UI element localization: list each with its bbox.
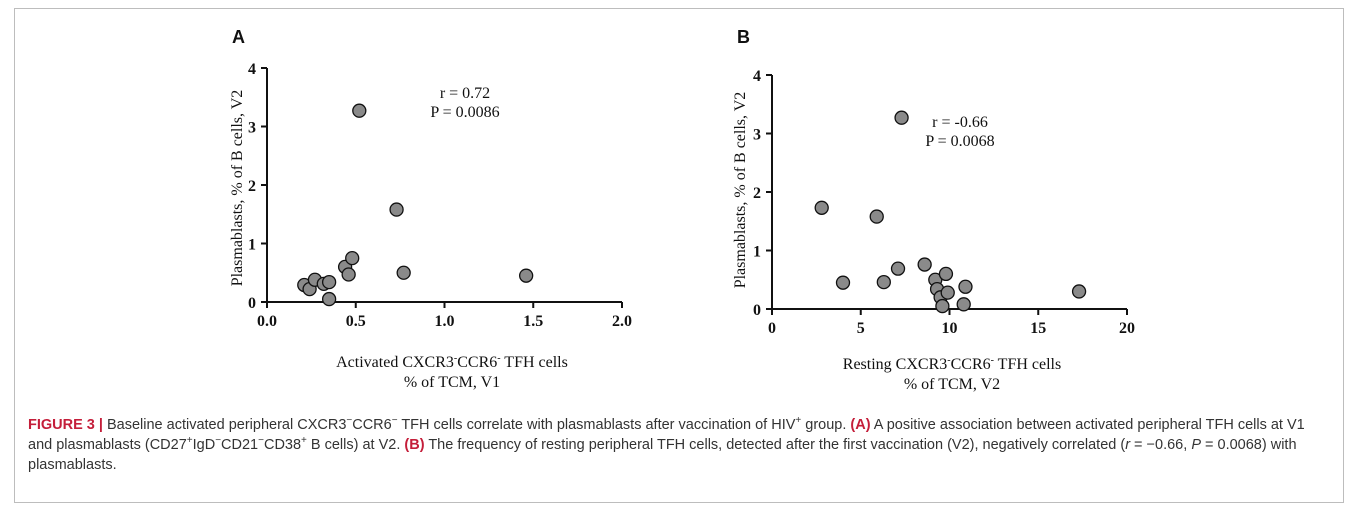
x-tick-label: 0	[768, 320, 776, 337]
panel-b-letter: B	[737, 27, 750, 47]
caption-sup: −	[215, 435, 222, 447]
panel-b-annotation-p: P = 0.0068	[925, 133, 994, 150]
x-tick-label: 5	[857, 320, 865, 337]
caption-label: FIGURE 3 |	[28, 417, 103, 433]
panel-b-ylabel: Plasmablasts, % of B cells, V2	[732, 92, 749, 289]
panel-b: B 0 5 10 15 20 0 1 2 3 4 Plasmablasts, % of B cel…	[732, 27, 1135, 393]
data-point	[940, 285, 955, 300]
data-point	[869, 209, 884, 224]
y-tick-label: 3	[248, 120, 256, 137]
caption-sup: +	[795, 415, 802, 427]
y-tick-label: 2	[248, 178, 256, 195]
caption-text: group.	[801, 417, 851, 433]
caption-sup: −	[258, 435, 264, 447]
caption-sup: +	[301, 435, 307, 447]
caption-text: TFH cells correlate with plasmablasts af…	[397, 417, 796, 433]
panel-a-points	[297, 103, 534, 307]
panel-a-axes: 0.0 0.5 1.0 1.5 2.0 0 1 2 3 4	[248, 61, 632, 330]
caption-text: A positive association between activated…	[28, 417, 1305, 453]
caption-text: CD38	[263, 437, 302, 453]
caption-italic-p: P	[1191, 437, 1201, 453]
panel-a-ylabel: Plasmablasts, % of B cells, V2	[229, 90, 246, 287]
panel-a-annotation-r: r = 0.72	[440, 85, 490, 102]
panel-b-xlabel-line1: Resting CXCR3-CCR6- TFH cells	[843, 355, 1061, 373]
caption-sup: +	[186, 435, 193, 447]
caption-ref-a: (A)	[850, 417, 871, 433]
x-tick-label: 2.0	[612, 313, 632, 330]
caption-text: IgD	[192, 437, 216, 453]
caption-text: The frequency of resting peripheral TFH …	[424, 437, 1126, 453]
y-tick-label: 2	[753, 185, 761, 202]
x-tick-label: 20	[1119, 320, 1135, 337]
data-point	[389, 202, 404, 217]
data-point	[341, 267, 356, 282]
data-point	[917, 257, 932, 272]
y-tick-label: 1	[248, 237, 256, 254]
y-tick-label: 0	[248, 295, 256, 312]
caption-italic-r: r	[1125, 437, 1131, 453]
panel-a-letter: A	[232, 27, 245, 47]
data-point	[835, 275, 851, 290]
data-point	[352, 103, 367, 118]
data-point	[956, 297, 971, 312]
panel-b-points	[814, 110, 1087, 314]
data-point	[894, 110, 909, 125]
panel-a-xlabel-line2: % of TCM, V1	[404, 374, 500, 391]
y-tick-label: 3	[753, 127, 761, 144]
y-tick-label: 4	[248, 61, 256, 78]
caption-sup: −	[391, 415, 398, 427]
x-tick-label: 15	[1030, 320, 1046, 337]
caption-ref-b: (B)	[404, 437, 425, 453]
figure-frame	[14, 8, 1344, 503]
caption-text: CCR6	[352, 417, 392, 433]
data-point	[958, 279, 973, 294]
panel-b-axes: 0 5 10 15 20 0 1 2 3 4	[753, 68, 1135, 337]
x-tick-label: 0.5	[346, 313, 366, 330]
x-tick-label: 1.5	[523, 313, 543, 330]
data-point	[876, 274, 891, 290]
panel-a-xlabel-line1: Activated CXCR3-CCR6- TFH cells	[336, 353, 568, 371]
caption-text: CD21	[221, 437, 259, 453]
x-tick-label: 1.0	[435, 313, 455, 330]
caption-sup: −	[346, 415, 353, 427]
panel-b-xlabel-line2: % of TCM, V2	[904, 376, 1000, 393]
caption-text: B cells) at V2.	[306, 437, 405, 453]
data-point	[321, 291, 337, 307]
figure-caption: FIGURE 3 | Baseline activated peripheral…	[28, 415, 1328, 475]
data-point	[321, 274, 337, 290]
caption-text: Baseline activated peripheral CXCR3	[107, 417, 347, 433]
y-tick-label: 4	[753, 68, 761, 85]
y-tick-label: 0	[753, 302, 761, 319]
data-point	[890, 261, 906, 276]
caption-text: = 0.0068) with plasmablasts.	[28, 437, 1297, 473]
data-point	[519, 268, 534, 283]
x-tick-label: 10	[942, 320, 958, 337]
panel-a-annotation-p: P = 0.0086	[430, 104, 499, 121]
panel-a: A 0.0 0.5 1.0 1.5 2.0 0 1 2 3 4 Plasmablasts, % o…	[229, 27, 632, 391]
figure-panels: A 0.0 0.5 1.0 1.5 2.0 0 1 2 3 4 Plasmablasts, % o…	[229, 27, 1135, 393]
data-point	[345, 250, 360, 266]
data-point	[1071, 284, 1087, 299]
data-point	[814, 200, 829, 215]
y-tick-label: 1	[753, 244, 761, 261]
panel-b-annotation-r: r = -0.66	[932, 114, 988, 131]
data-point	[396, 265, 411, 280]
caption-text: = −0.66,	[1130, 437, 1192, 453]
data-point	[938, 266, 954, 282]
data-point	[935, 298, 950, 314]
x-tick-label: 0.0	[257, 313, 277, 330]
